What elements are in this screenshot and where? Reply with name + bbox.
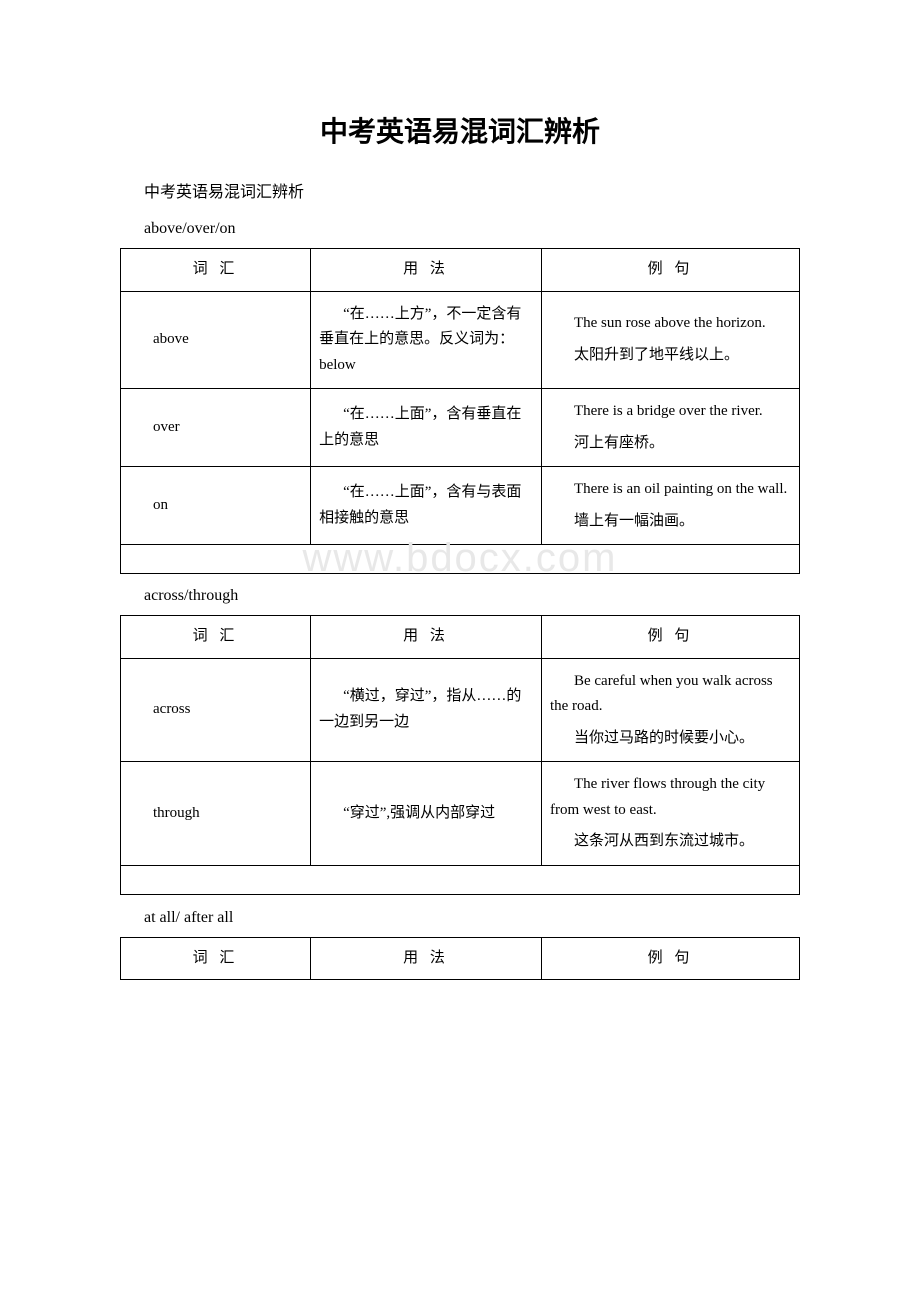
page-subtitle: 中考英语易混词汇辨析 <box>120 178 800 202</box>
usage-cell: “穿过”,强调从内部穿过 <box>311 762 542 866</box>
word-cell: on <box>121 467 311 545</box>
section-heading: at all/ after all <box>120 909 800 927</box>
example-cell: The river flows through the city from we… <box>541 762 799 866</box>
document-page: 中考英语易混词汇辨析 中考英语易混词汇辨析 above/over/on词 汇用 … <box>0 0 920 1048</box>
example-zh: 这条河从西到东流过城市。 <box>550 829 791 855</box>
table-header-cell: 例 句 <box>541 249 799 292</box>
example-cell: Be careful when you walk across the road… <box>541 658 799 762</box>
page-title: 中考英语易混词汇辨析 <box>120 110 800 150</box>
section-heading: above/over/on <box>120 220 800 238</box>
empty-row <box>121 545 800 574</box>
example-en: There is a bridge over the river. <box>550 399 791 425</box>
table-header-cell: 例 句 <box>541 937 799 980</box>
example-en: Be careful when you walk across the road… <box>550 669 791 720</box>
table-row: across“横过，穿过”，指从……的一边到另一边Be careful when… <box>121 658 800 762</box>
sections-container: above/over/on词 汇用 法例 句above“在……上方”，不一定含有… <box>120 220 800 980</box>
section-heading: across/through <box>120 587 800 605</box>
table-header-row: 词 汇用 法例 句 <box>121 937 800 980</box>
table-header-cell: 用 法 <box>311 249 542 292</box>
empty-cell <box>121 545 800 574</box>
table-header-row: 词 汇用 法例 句 <box>121 249 800 292</box>
example-en: There is an oil painting on the wall. <box>550 477 791 503</box>
example-zh: 河上有座桥。 <box>550 431 791 457</box>
usage-cell: “横过，穿过”，指从……的一边到另一边 <box>311 658 542 762</box>
word-cell: across <box>121 658 311 762</box>
word-cell: above <box>121 291 311 389</box>
example-en: The river flows through the city from we… <box>550 772 791 823</box>
vocab-table: 词 汇用 法例 句above“在……上方”，不一定含有垂直在上的意思。反义词为：… <box>120 248 800 574</box>
vocab-table: 词 汇用 法例 句across“横过，穿过”，指从……的一边到另一边Be car… <box>120 615 800 895</box>
table-row: above“在……上方”，不一定含有垂直在上的意思。反义词为：belowThe … <box>121 291 800 389</box>
empty-row <box>121 865 800 894</box>
table-header-cell: 用 法 <box>311 616 542 659</box>
example-cell: There is an oil painting on the wall. 墙上有… <box>541 467 799 545</box>
table-row: over“在……上面”，含有垂直在上的意思There is a bridge o… <box>121 389 800 467</box>
example-zh: 太阳升到了地平线以上。 <box>550 343 791 369</box>
empty-cell <box>121 865 800 894</box>
table-header-cell: 词 汇 <box>121 616 311 659</box>
example-cell: There is a bridge over the river. 河上有座桥。 <box>541 389 799 467</box>
table-header-cell: 词 汇 <box>121 937 311 980</box>
usage-cell: “在……上方”，不一定含有垂直在上的意思。反义词为：below <box>311 291 542 389</box>
word-cell: over <box>121 389 311 467</box>
usage-cell: “在……上面”，含有垂直在上的意思 <box>311 389 542 467</box>
table-header-row: 词 汇用 法例 句 <box>121 616 800 659</box>
table-header-cell: 用 法 <box>311 937 542 980</box>
word-cell: through <box>121 762 311 866</box>
example-en: The sun rose above the horizon. <box>550 311 791 337</box>
table-header-cell: 例 句 <box>541 616 799 659</box>
vocab-table: 词 汇用 法例 句 <box>120 937 800 981</box>
example-zh: 墙上有一幅油画。 <box>550 509 791 535</box>
usage-cell: “在……上面”，含有与表面相接触的意思 <box>311 467 542 545</box>
table-row: through“穿过”,强调从内部穿过The river flows throu… <box>121 762 800 866</box>
table-header-cell: 词 汇 <box>121 249 311 292</box>
table-row: on“在……上面”，含有与表面相接触的意思There is an oil pai… <box>121 467 800 545</box>
example-zh: 当你过马路的时候要小心。 <box>550 726 791 752</box>
example-cell: The sun rose above the horizon. 太阳升到了地平线以… <box>541 291 799 389</box>
